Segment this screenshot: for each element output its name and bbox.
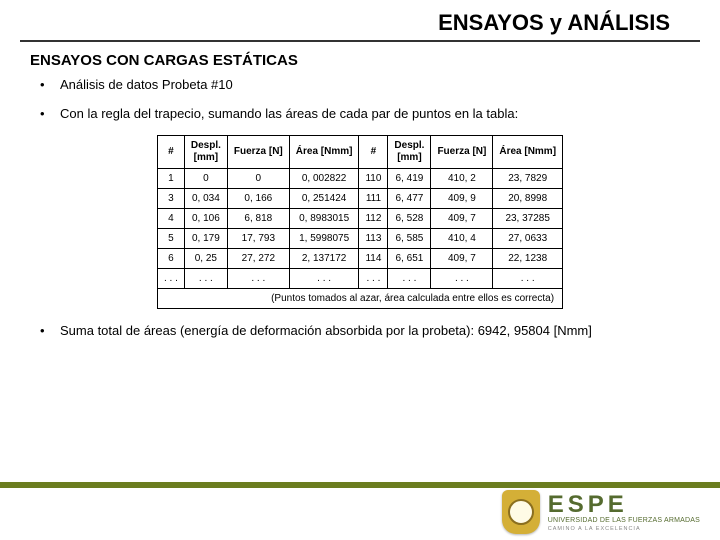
table-cell: 410, 2 [431, 169, 493, 189]
table-cell: 112 [359, 209, 388, 229]
table-cell: 114 [359, 249, 388, 269]
bullet-list: • Análisis de datos Probeta #10 • Con la… [0, 77, 720, 121]
table-header-row: # Despl.[mm] Fuerza [N] Área [Nmm] # Des… [157, 136, 562, 169]
logo-text: ESPE UNIVERSIDAD DE LAS FUERZAS ARMADAS … [548, 493, 700, 532]
table-cell: 410, 4 [431, 229, 493, 249]
table-cell: 23, 7829 [493, 169, 563, 189]
table-cell: 20, 8998 [493, 189, 563, 209]
footer: ESPE UNIVERSIDAD DE LAS FUERZAS ARMADAS … [0, 476, 720, 540]
table-cell: 27, 0633 [493, 229, 563, 249]
table-cell: 0, 166 [227, 189, 289, 209]
logo-subline: UNIVERSIDAD DE LAS FUERZAS ARMADAS [548, 517, 700, 524]
table-note-row: (Puntos tomados al azar, área calculada … [157, 289, 562, 309]
table-row-ellipsis: . . .. . .. . .. . .. . .. . .. . .. . . [157, 269, 562, 289]
table-cell: 0, 179 [184, 229, 227, 249]
bullet-list-2: • Suma total de áreas (energía de deform… [0, 323, 720, 338]
page-title: ENSAYOS y ANÁLISIS [20, 0, 700, 42]
table-cell: 6, 651 [388, 249, 431, 269]
table-cell-ellipsis: . . . [493, 269, 563, 289]
table-cell-ellipsis: . . . [157, 269, 184, 289]
table-cell: 0, 034 [184, 189, 227, 209]
bullet-text: Análisis de datos Probeta #10 [60, 77, 233, 92]
table-cell: 0, 251424 [289, 189, 359, 209]
footer-logo: ESPE UNIVERSIDAD DE LAS FUERZAS ARMADAS … [502, 490, 700, 534]
table-cell: 6 [157, 249, 184, 269]
table-cell: 6, 419 [388, 169, 431, 189]
table-row: 30, 0340, 1660, 2514241116, 477409, 920,… [157, 189, 562, 209]
col-area-2: Área [Nmm] [493, 136, 563, 169]
table-cell: 17, 793 [227, 229, 289, 249]
table-cell: 1 [157, 169, 184, 189]
table-row: 50, 17917, 7931, 59980751136, 585410, 42… [157, 229, 562, 249]
shield-icon [502, 490, 540, 534]
table-cell: 1, 5998075 [289, 229, 359, 249]
table-cell: 0, 002822 [289, 169, 359, 189]
logo-tagline: CAMINO A LA EXCELENCIA [548, 526, 700, 532]
bullet-text: Suma total de áreas (energía de deformac… [60, 323, 592, 338]
table-cell: 0, 106 [184, 209, 227, 229]
table-cell: 5 [157, 229, 184, 249]
table-cell: 3 [157, 189, 184, 209]
table-cell: 409, 7 [431, 249, 493, 269]
table-cell-ellipsis: . . . [359, 269, 388, 289]
table-cell-ellipsis: . . . [184, 269, 227, 289]
table-cell: 0, 25 [184, 249, 227, 269]
col-num: # [157, 136, 184, 169]
table-cell: 6, 477 [388, 189, 431, 209]
col-despl-2: Despl.[mm] [388, 136, 431, 169]
table-cell: 4 [157, 209, 184, 229]
section-title: ENSAYOS CON CARGAS ESTÁTICAS [0, 42, 720, 77]
table-cell: 113 [359, 229, 388, 249]
table-cell: 6, 818 [227, 209, 289, 229]
table-cell: 110 [359, 169, 388, 189]
bullet-item: • Análisis de datos Probeta #10 [40, 77, 690, 92]
table-cell: 0 [227, 169, 289, 189]
logo-espe: ESPE [548, 493, 700, 517]
table-cell: 22, 1238 [493, 249, 563, 269]
col-fuerza-2: Fuerza [N] [431, 136, 493, 169]
table-cell: 409, 7 [431, 209, 493, 229]
data-table: # Despl.[mm] Fuerza [N] Área [Nmm] # Des… [157, 135, 563, 309]
shield-inner-icon [508, 499, 534, 525]
col-despl: Despl.[mm] [184, 136, 227, 169]
bullet-text: Con la regla del trapecio, sumando las á… [60, 106, 518, 121]
bullet-item: • Con la regla del trapecio, sumando las… [40, 106, 690, 121]
bullet-item: • Suma total de áreas (energía de deform… [40, 323, 690, 338]
table-cell-ellipsis: . . . [431, 269, 493, 289]
table-row: 1000, 0028221106, 419410, 223, 7829 [157, 169, 562, 189]
table-row: 40, 1066, 8180, 89830151126, 528409, 723… [157, 209, 562, 229]
table-cell: 111 [359, 189, 388, 209]
table-cell-ellipsis: . . . [289, 269, 359, 289]
table-note-cell: (Puntos tomados al azar, área calculada … [157, 289, 562, 309]
table-cell: 2, 137172 [289, 249, 359, 269]
table-cell-ellipsis: . . . [227, 269, 289, 289]
col-fuerza: Fuerza [N] [227, 136, 289, 169]
table-cell: 409, 9 [431, 189, 493, 209]
table-cell: 6, 585 [388, 229, 431, 249]
table-row: 60, 2527, 2722, 1371721146, 651409, 722,… [157, 249, 562, 269]
bullet-dot-icon: • [40, 106, 60, 121]
bullet-dot-icon: • [40, 77, 60, 92]
table-cell: 27, 272 [227, 249, 289, 269]
footer-bar [0, 482, 720, 488]
col-num-2: # [359, 136, 388, 169]
table-cell: 23, 37285 [493, 209, 563, 229]
table-cell: 0, 8983015 [289, 209, 359, 229]
table-cell: 0 [184, 169, 227, 189]
table-cell-ellipsis: . . . [388, 269, 431, 289]
table-cell: 6, 528 [388, 209, 431, 229]
bullet-dot-icon: • [40, 323, 60, 338]
col-area: Área [Nmm] [289, 136, 359, 169]
data-table-container: # Despl.[mm] Fuerza [N] Área [Nmm] # Des… [0, 135, 720, 309]
